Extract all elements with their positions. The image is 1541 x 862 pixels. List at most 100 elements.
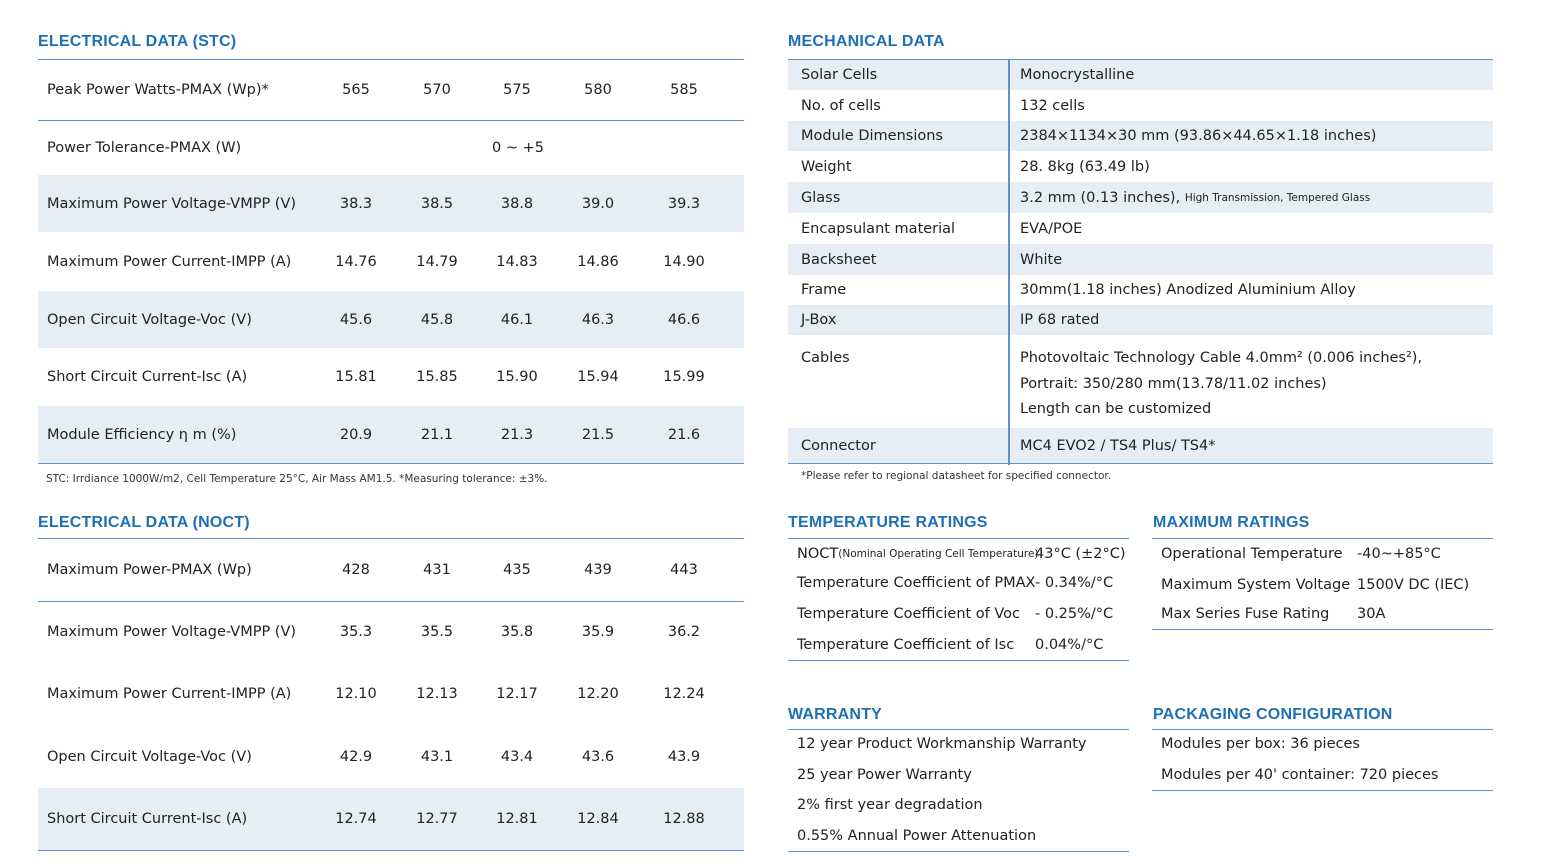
noct-title: ELECTRICAL DATA (NOCT)	[38, 514, 250, 531]
noct-row-pmax: Maximum Power-PMAX (Wp) 428 431 435 439 …	[38, 539, 744, 601]
mechanical-bottom-rule	[788, 463, 1493, 464]
value-cell: 43.4	[500, 749, 534, 765]
value-cell: 12.13	[416, 686, 458, 702]
spec-key: Encapsulant material	[801, 220, 956, 237]
warranty-top-rule	[788, 729, 1129, 730]
glass-type: High Transmission, Tempered Glass	[1184, 191, 1371, 204]
value-cell: 21.5	[581, 426, 615, 443]
spec-key: J-Box	[801, 312, 837, 328]
value-cell: 45.6	[339, 311, 373, 328]
mech-row-jbox: J-Box IP 68 rated	[788, 305, 1493, 335]
value-cell: 12.81	[496, 811, 538, 827]
noct-row-isc: Short Circuit Current-Isc (A) 12.74 12.7…	[38, 788, 744, 850]
value-cell: 12.20	[577, 686, 619, 702]
value-cell: 38.5	[420, 195, 454, 212]
row-label: Peak Power Watts-PMAX (Wp)*	[47, 82, 269, 98]
row-label: Maximum Power Current-IMPP (A)	[47, 686, 292, 702]
value-cell: 575	[503, 82, 531, 98]
packaging-bottom-rule	[1152, 790, 1493, 791]
value-cell: 15.81	[335, 369, 377, 385]
stc-row-voc: Open Circuit Voltage-Voc (V) 45.6 45.8 4…	[38, 291, 744, 348]
rating-key-note: (Nominal Operating Cell Temperature)	[838, 548, 1039, 560]
spec-key: Module Dimensions	[801, 128, 943, 144]
row-label: Short Circuit Current-Isc (A)	[47, 811, 248, 827]
noct-row-impp: Maximum Power Current-IMPP (A) 12.10 12.…	[38, 662, 744, 726]
rating-key: Operational Temperature	[1161, 546, 1343, 562]
row-label: Module Efficiency η m (%)	[47, 426, 237, 443]
stc-footnote: STC: Irrdiance 1000W/m2, Cell Temperatur…	[46, 473, 548, 485]
value-cell: 43.6	[581, 749, 615, 765]
rating-value: 43°C (±2°C)	[1035, 546, 1126, 562]
value-cell: 439	[584, 562, 612, 578]
spec-key: Connector	[801, 437, 876, 454]
stc-row-efficiency: Module Efficiency η m (%) 20.9 21.1 21.3…	[38, 406, 744, 463]
value-cell: 46.1	[500, 311, 534, 328]
row-label: Open Circuit Voltage-Voc (V)	[47, 749, 252, 765]
mechanical-top-rule	[788, 59, 1493, 60]
mech-row-connector: Connector MC4 EVO2 / TS4 Plus/ TS4*	[788, 428, 1493, 463]
value-cell: 12.10	[335, 686, 377, 702]
warranty-title: WARRANTY	[788, 706, 883, 723]
spec-key: Backsheet	[801, 251, 877, 268]
value-cell: 431	[423, 562, 451, 578]
spec-key: Weight	[801, 158, 852, 175]
value-cell: 21.1	[420, 426, 454, 443]
value-cell: 565	[342, 82, 370, 98]
noct-row-vmpp: Maximum Power Voltage-VMPP (V) 35.3 35.5…	[38, 602, 744, 662]
warranty-item: 25 year Power Warranty	[797, 767, 972, 783]
maximum-bottom-rule	[1152, 629, 1493, 630]
stc-top-rule	[38, 59, 744, 60]
mech-row-cells: No. of cells 132 cells	[788, 90, 1493, 121]
value-cell: 43.9	[667, 749, 701, 765]
temperature-bottom-rule	[788, 660, 1129, 661]
value-cell: 35.9	[581, 624, 615, 640]
mech-row-backsheet: Backsheet White	[788, 244, 1493, 275]
rating-value: 0.04%/°C	[1035, 637, 1104, 653]
spec-value: Monocrystalline	[1020, 67, 1135, 83]
mech-row-dimensions: Module Dimensions 2384×1134×30 mm (93.86…	[788, 121, 1493, 151]
value-cell: 12.74	[335, 811, 377, 827]
stc-bottom-rule	[38, 463, 744, 464]
rating-key: Temperature Coefficient of Isc	[797, 637, 1015, 653]
value-cell: 15.99	[663, 369, 705, 385]
cable-line: Portrait: 350/280 mm(13.78/11.02 inches)	[1020, 376, 1327, 392]
value-cell: 38.3	[339, 195, 373, 212]
value-cell: 580	[584, 82, 612, 98]
value-cell: 0 ~ +5	[492, 140, 544, 156]
noct-bottom-rule	[38, 850, 744, 851]
mech-row-weight: Weight 28. 8kg (63.49 lb)	[788, 151, 1493, 182]
value-cell: 14.79	[416, 253, 458, 270]
noct-row-voc: Open Circuit Voltage-Voc (V) 42.9 43.1 4…	[38, 726, 744, 788]
glass-thickness: 3.2 mm (0.13 inches),	[1020, 189, 1181, 206]
rating-value: - 0.34%/°C	[1035, 575, 1114, 591]
rating-value: 1500V DC (IEC)	[1357, 577, 1470, 593]
value-cell: 428	[342, 562, 370, 578]
value-cell: 15.94	[577, 369, 619, 385]
value-cell: 12.84	[577, 811, 619, 827]
cable-line: Photovoltaic Technology Cable 4.0mm² (0.…	[1020, 350, 1423, 366]
value-cell: 12.17	[496, 686, 538, 702]
packaging-title: PACKAGING CONFIGURATION	[1153, 706, 1393, 723]
value-cell: 35.3	[339, 624, 373, 640]
noct-divider	[38, 601, 744, 602]
spec-key: No. of cells	[801, 97, 881, 114]
temperature-top-rule	[788, 538, 1129, 539]
rating-value: - 0.25%/°C	[1035, 606, 1114, 622]
rating-value: 30A	[1357, 606, 1386, 622]
stc-row-impp: Maximum Power Current-IMPP (A) 14.76 14.…	[38, 232, 744, 291]
spec-value: 30mm(1.18 inches) Anodized Aluminium All…	[1020, 282, 1356, 298]
mechanical-title: MECHANICAL DATA	[788, 33, 945, 50]
spec-value: 3.2 mm (0.13 inches), High Transmission,…	[1020, 182, 1370, 213]
value-cell: 435	[503, 562, 531, 578]
value-cell: 36.2	[667, 624, 701, 640]
packaging-item: Modules per box: 36 pieces	[1161, 736, 1360, 752]
value-cell: 14.90	[663, 253, 705, 270]
value-cell: 35.8	[500, 624, 534, 640]
mech-row-frame: Frame 30mm(1.18 inches) Anodized Alumini…	[788, 275, 1493, 305]
spec-key: Solar Cells	[801, 67, 878, 83]
value-cell: 14.76	[335, 253, 377, 270]
warranty-item: 0.55% Annual Power Attenuation	[797, 828, 1037, 844]
spec-key: Cables	[801, 349, 850, 366]
value-cell: 12.24	[663, 686, 705, 702]
value-cell: 20.9	[339, 426, 373, 443]
